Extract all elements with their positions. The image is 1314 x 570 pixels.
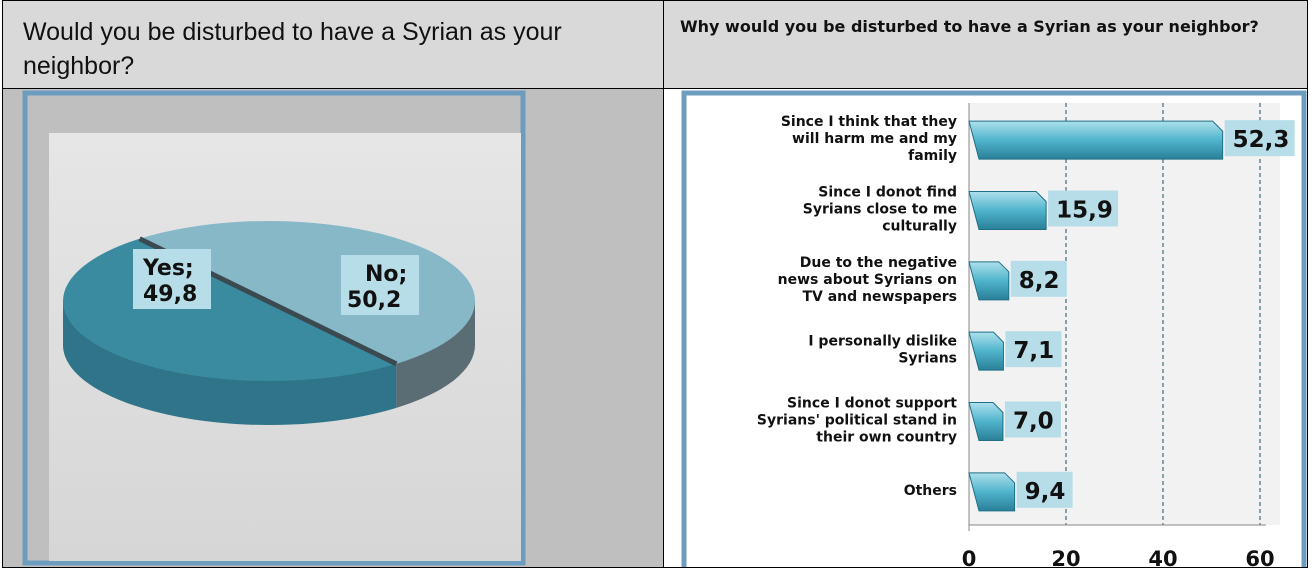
pie-marks bbox=[63, 221, 475, 425]
category-label-1: Since I donot find Syrians close to me cul… bbox=[803, 185, 957, 235]
bar-value-label-0: 52,3 bbox=[1233, 127, 1290, 153]
category-label-4: Since I donot support Syrians' political … bbox=[757, 396, 957, 446]
pie-chart: Yes; 49,8 No; 50,2 bbox=[22, 90, 526, 566]
bar-tick-labels: 0 20 40 60 bbox=[962, 547, 1275, 567]
left-header-cell: Would you be disturbed to have a Syrian … bbox=[3, 1, 664, 89]
right-header-cell: Why would you be disturbed to have a Syr… bbox=[664, 1, 1307, 89]
bar-4 bbox=[968, 402, 1004, 441]
bar-question: Why would you be disturbed to have a Syr… bbox=[680, 17, 1259, 36]
bar-value-label-2: 8,2 bbox=[1019, 268, 1060, 294]
x-tick-40: 40 bbox=[1148, 547, 1177, 567]
bar-category-labels: Since I think that they will harm me and … bbox=[757, 114, 957, 499]
category-label-5: Others bbox=[904, 483, 957, 499]
bar-5 bbox=[968, 472, 1016, 512]
pie-label-no-value: 50,2 bbox=[347, 288, 401, 313]
pie-question: Would you be disturbed to have a Syrian … bbox=[23, 18, 562, 80]
bar-chart: 52,3 15,9 8,2 7,1 7,0 9,4 Since I think that … bbox=[681, 90, 1307, 567]
bar-value-label-5: 9,4 bbox=[1025, 479, 1066, 505]
pie-label-yes-value: 49,8 bbox=[143, 282, 197, 307]
bar-0 bbox=[968, 120, 1224, 160]
bar-grid bbox=[968, 103, 1266, 531]
bar-marks: 52,3 15,9 8,2 7,1 7,0 9,4 bbox=[968, 120, 1295, 512]
bar-label-box-5 bbox=[1016, 471, 1073, 508]
bar-label-box-3 bbox=[1005, 331, 1062, 368]
pie-label-yes-name: Yes; bbox=[142, 256, 194, 281]
bar-label-box-2 bbox=[1010, 260, 1067, 297]
x-tick-20: 20 bbox=[1051, 547, 1080, 567]
bar-value-label-4: 7,0 bbox=[1013, 409, 1054, 435]
bar-value-label-3: 7,1 bbox=[1013, 338, 1054, 364]
category-label-3: I personally dislike Syrians bbox=[808, 334, 957, 367]
bar-1 bbox=[968, 191, 1047, 230]
bar-2 bbox=[968, 261, 1010, 301]
category-label-0: Since I think that they will harm me and … bbox=[781, 114, 957, 164]
pie-label-no-name: No; bbox=[365, 262, 407, 287]
bar-3 bbox=[968, 331, 1004, 371]
pie-label-yes: Yes; 49,8 bbox=[133, 249, 211, 309]
bar-label-box-0 bbox=[1224, 120, 1295, 157]
x-tick-60: 60 bbox=[1245, 547, 1274, 567]
bar-plot-area bbox=[969, 103, 1280, 525]
category-label-2: Due to the negative news about Syrians on… bbox=[778, 255, 957, 305]
bar-value-label-1: 15,9 bbox=[1056, 198, 1113, 224]
bar-label-box-1 bbox=[1048, 190, 1119, 227]
pie-label-no: No; 50,2 bbox=[341, 255, 419, 315]
x-tick-0: 0 bbox=[962, 547, 977, 567]
bar-label-box-4 bbox=[1004, 401, 1061, 438]
pie-cell: Yes; 49,8 No; 50,2 bbox=[3, 89, 664, 567]
bar-cell: 52,3 15,9 8,2 7,1 7,0 9,4 Since I think that … bbox=[664, 89, 1307, 567]
